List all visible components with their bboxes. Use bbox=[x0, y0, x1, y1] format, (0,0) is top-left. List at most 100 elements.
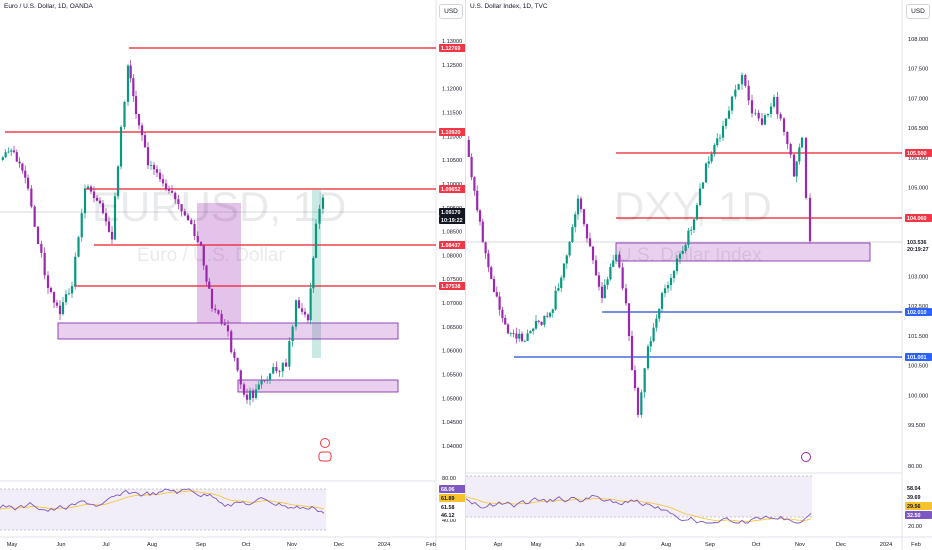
dxy-candle-body bbox=[798, 147, 801, 162]
dxy-price-tick: 101.500 bbox=[908, 334, 928, 340]
eurusd-rsi-tick: 80.00 bbox=[442, 476, 456, 482]
eurusd-candle-body bbox=[152, 165, 156, 170]
eurusd-price-tick: 1.04500 bbox=[442, 420, 462, 426]
eurusd-candle-body bbox=[164, 183, 168, 189]
dxy-candle-body bbox=[724, 118, 728, 126]
dxy-candle-body bbox=[560, 277, 563, 288]
eurusd-candle-body bbox=[214, 308, 217, 311]
eurusd-candle-body bbox=[284, 362, 288, 367]
dxy-price-label-box bbox=[905, 511, 932, 519]
dxy-candle-body bbox=[786, 131, 789, 145]
dxy-candle-body bbox=[792, 154, 796, 177]
dxy-price-label: 29.56 bbox=[907, 504, 921, 510]
eurusd-time-tick: Oct bbox=[242, 542, 251, 548]
eurusd-chart-canvas[interactable]: 1.13000 1.12500 1.12000 1.11500 1.11000 1.105… bbox=[0, 0, 466, 550]
dxy-candle-body bbox=[730, 96, 734, 111]
dxy-price-label: 39.69 bbox=[907, 495, 921, 501]
eurusd-time-tick: Jul bbox=[102, 542, 109, 548]
dxy-candle-body bbox=[618, 254, 621, 268]
eurusd-candle-body bbox=[46, 275, 50, 288]
eurusd-candle-body bbox=[129, 65, 132, 79]
eurusd-candle-body bbox=[297, 300, 301, 309]
eurusd-candle-body bbox=[291, 326, 294, 342]
dxy-price-label-box bbox=[905, 214, 932, 222]
dxy-price-label: 20:19:27 bbox=[907, 247, 929, 253]
eurusd-price-tick: 1.08000 bbox=[442, 253, 462, 259]
eurusd-rsi-tick: 40.00 bbox=[442, 518, 456, 524]
eurusd-candle-body bbox=[134, 96, 138, 114]
eurusd-candle-body bbox=[86, 186, 90, 189]
eurusd-price-label-box bbox=[439, 282, 466, 290]
dxy-candle-body bbox=[779, 114, 782, 119]
eurusd-candle-body bbox=[170, 190, 174, 193]
dxy-price-tick: 103.000 bbox=[908, 275, 928, 281]
eurusd-candle-body bbox=[4, 152, 7, 158]
dxy-candle-body bbox=[484, 242, 487, 254]
dxy-time-tick: Jun bbox=[575, 542, 584, 548]
dxy-chart-pane[interactable]: 108.000 107.500 107.000 106.500 106.000 105.0… bbox=[466, 0, 932, 550]
dxy-candle-body bbox=[766, 113, 770, 116]
dxy-candle-body bbox=[713, 145, 716, 154]
eurusd-candle-body bbox=[83, 188, 87, 214]
eurusd-chart-title: Euro / U.S. Dollar, 1D, OANDA bbox=[4, 3, 93, 10]
dxy-rsi-tick: 80.00 bbox=[908, 464, 922, 470]
dxy-candle-body bbox=[540, 321, 543, 325]
eurusd-candle-body bbox=[275, 367, 278, 372]
eurusd-price-label-box bbox=[439, 241, 466, 249]
eurusd-price-tick: 1.12500 bbox=[442, 63, 462, 69]
dxy-time-tick: Sep bbox=[705, 542, 715, 548]
dxy-candle-body bbox=[721, 125, 725, 138]
dxy-candle-body bbox=[747, 85, 750, 101]
eurusd-price-label-box bbox=[439, 128, 466, 136]
eurusd-price-label-box bbox=[439, 216, 466, 224]
dxy-rsi-band bbox=[466, 476, 812, 517]
eurusd-price-label: 1.08437 bbox=[441, 243, 461, 249]
dxy-candle-body bbox=[649, 341, 652, 347]
eurusd-price-tick: 1.06000 bbox=[442, 349, 462, 355]
dxy-candle-body bbox=[627, 303, 631, 336]
eurusd-candle-body bbox=[245, 394, 249, 400]
eurusd-time-tick: Aug bbox=[147, 542, 157, 548]
eurusd-price-label: 1.12769 bbox=[441, 46, 461, 52]
dxy-candle-body bbox=[481, 221, 484, 243]
dxy-candle-body bbox=[506, 324, 510, 334]
eurusd-price-label-box bbox=[439, 494, 466, 502]
dxy-candle-body bbox=[621, 267, 624, 289]
eurusd-candle-body bbox=[12, 150, 16, 153]
eurusd-candle-body bbox=[217, 310, 220, 314]
dxy-candle-body bbox=[520, 333, 524, 342]
dxy-currency-button[interactable]: USD bbox=[906, 4, 930, 19]
dxy-time-tick: Oct bbox=[752, 542, 761, 548]
eurusd-price-tick: 1.05000 bbox=[442, 396, 462, 402]
dxy-candle-body bbox=[776, 97, 779, 115]
eurusd-candle-body bbox=[236, 357, 239, 371]
eurusd-candle-body bbox=[223, 323, 226, 326]
dxy-candle-body bbox=[640, 392, 643, 415]
dxy-candle-body bbox=[660, 293, 664, 309]
eurusd-candle-body bbox=[202, 245, 205, 266]
eurusd-candle-body bbox=[155, 169, 159, 173]
eurusd-candle-body bbox=[190, 220, 193, 225]
dxy-time-tick: Feb bbox=[911, 542, 921, 548]
dxy-price-tick: 107.500 bbox=[908, 67, 928, 73]
dxy-price-label-box bbox=[905, 502, 932, 510]
eurusd-chart-pane[interactable]: 1.13000 1.12500 1.12000 1.11500 1.11000 1.105… bbox=[0, 0, 466, 550]
eurusd-price-tick: 1.11000 bbox=[442, 134, 462, 140]
eurusd-price-label: 1.09170 bbox=[441, 210, 461, 216]
dxy-price-label: 32.50 bbox=[907, 513, 921, 519]
dxy-candle-body bbox=[526, 333, 529, 341]
dxy-candle-body bbox=[614, 254, 618, 261]
eurusd-candle-body bbox=[251, 390, 255, 398]
dxy-price-label: 103.536 bbox=[907, 240, 927, 246]
eurusd-candle-body bbox=[205, 265, 208, 282]
eurusd-currency-button[interactable]: USD bbox=[439, 4, 463, 19]
eurusd-price-tick: 1.10500 bbox=[442, 158, 462, 164]
eurusd-candle-body bbox=[193, 224, 196, 236]
eurusd-time-tick: 2024 bbox=[378, 542, 390, 548]
eurusd-candle-body bbox=[24, 170, 27, 178]
dxy-price-tick: 108.000 bbox=[908, 37, 928, 43]
dxy-chart-canvas[interactable]: 108.000 107.500 107.000 106.500 106.000 105.0… bbox=[466, 0, 932, 550]
dxy-candle-body bbox=[609, 266, 612, 280]
eurusd-candle-body bbox=[77, 237, 80, 257]
dxy-candle-body bbox=[612, 260, 615, 267]
